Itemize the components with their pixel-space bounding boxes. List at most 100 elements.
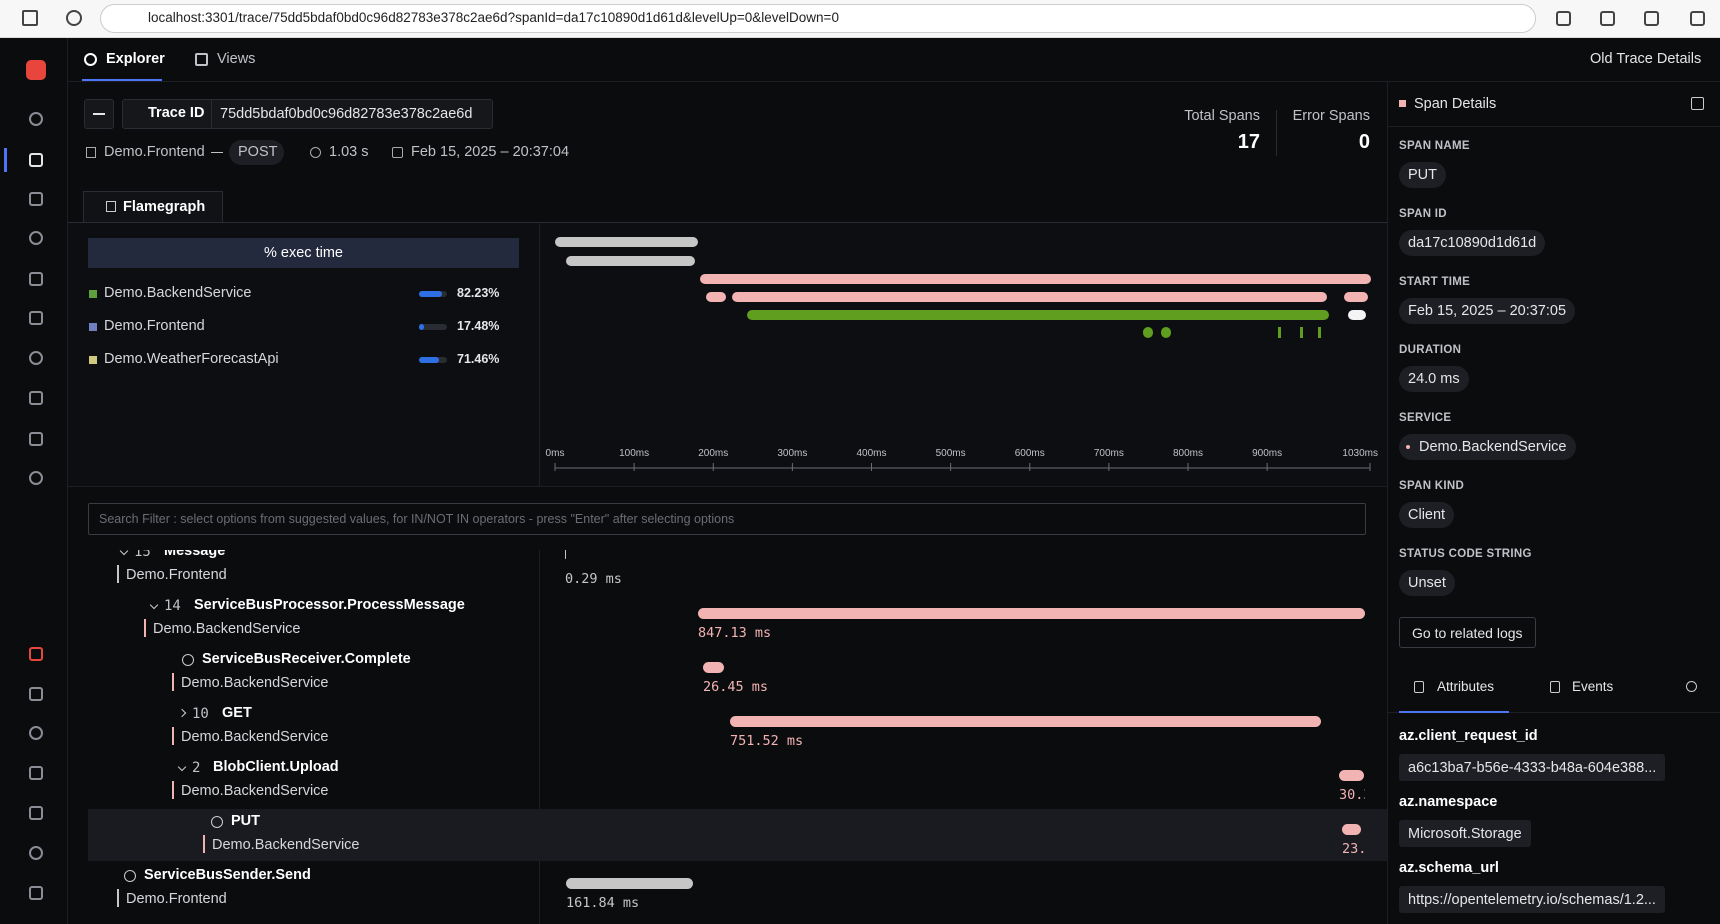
nav-icon[interactable] — [29, 806, 43, 820]
field-label: SERVICE — [1399, 412, 1452, 424]
span-duration: 751.52 ms — [730, 733, 804, 749]
span-duration: 161.84 ms — [566, 895, 640, 911]
nav-tab[interactable]: Views — [217, 51, 256, 67]
flamegraph-tab-label[interactable]: Flamegraph — [123, 199, 206, 215]
details-tab[interactable]: Events — [1572, 679, 1614, 694]
span-duration: 26.45 ms — [703, 679, 769, 695]
attribute-key: az.client_request_id — [1399, 728, 1538, 744]
nav-icon[interactable] — [29, 647, 43, 661]
tabs-line — [1387, 712, 1720, 713]
nav-icon[interactable] — [29, 231, 43, 245]
browser-button[interactable] — [22, 10, 38, 26]
field-value: Feb 15, 2025 – 20:37:05 — [1399, 298, 1576, 324]
trace-id-divider — [211, 100, 212, 128]
span-name[interactable]: PUT — [231, 813, 260, 829]
nav-icon[interactable] — [29, 846, 43, 860]
service-dot — [1406, 445, 1410, 449]
span-count: 10 — [192, 706, 209, 722]
logo[interactable] — [26, 60, 46, 80]
browser-button[interactable] — [1556, 11, 1571, 26]
stat-value: 17 — [1237, 131, 1260, 153]
nav-icon[interactable] — [29, 391, 43, 405]
field-value: 24.0 ms — [1399, 366, 1469, 392]
nav-icon[interactable] — [29, 311, 43, 325]
service-name: Demo.BackendService — [104, 285, 252, 301]
nav-icon[interactable] — [29, 687, 43, 701]
span-icon — [124, 870, 136, 882]
browser-button[interactable] — [1690, 11, 1705, 26]
nav-icon[interactable] — [29, 192, 43, 206]
span-name[interactable]: ServiceBusReceiver.Complete — [202, 651, 411, 667]
span-duration: 0.29 ms — [565, 571, 622, 587]
span-row[interactable] — [88, 809, 1387, 861]
collapse-button[interactable] — [1691, 97, 1704, 110]
span-bar — [566, 878, 693, 889]
browser-button[interactable] — [1600, 11, 1615, 26]
span-service: Demo.BackendService — [212, 837, 360, 853]
nav-icon[interactable] — [29, 432, 43, 446]
span-count: 14 — [164, 598, 181, 614]
span-count: 15 — [134, 550, 151, 560]
old-trace-link[interactable]: Old Trace Details — [1590, 51, 1702, 67]
span-duration: 847.13 ms — [698, 625, 772, 641]
exec-label: 82.23% — [457, 286, 500, 300]
nav-icon[interactable] — [29, 471, 43, 485]
field-value: Client — [1399, 502, 1455, 528]
service-name: Demo.Frontend — [104, 318, 205, 334]
search-placeholder[interactable]: Search Filter : select options from sugg… — [99, 512, 735, 526]
span-name[interactable]: BlobClient.Upload — [213, 759, 339, 775]
tab-icon[interactable] — [195, 53, 208, 66]
span-name[interactable]: ServiceBusProcessor.ProcessMessage — [194, 597, 465, 613]
span-service: Demo.BackendService — [181, 729, 329, 745]
tab-icon[interactable] — [84, 53, 97, 66]
span-icon — [211, 816, 223, 828]
axis-tick-label: 100ms — [619, 448, 650, 459]
span-name[interactable]: GET — [222, 705, 252, 721]
span-name[interactable]: Message — [164, 550, 226, 559]
nav-tab[interactable]: Explorer — [106, 51, 165, 67]
nav-icon[interactable] — [29, 112, 43, 126]
attribute-key: az.namespace — [1399, 794, 1498, 810]
details-title: Span Details — [1414, 96, 1497, 112]
exec-label: 71.46% — [457, 352, 500, 366]
nav-icon[interactable] — [29, 766, 43, 780]
service-bar — [117, 889, 119, 907]
search-box[interactable] — [88, 503, 1366, 535]
flame-divider — [539, 222, 540, 487]
span-service: Demo.BackendService — [181, 675, 329, 691]
nav-icon[interactable] — [29, 153, 43, 167]
method-pill — [229, 140, 284, 165]
stat-divider — [1276, 110, 1277, 156]
span-icon — [182, 654, 194, 666]
details-title-dot — [1399, 100, 1406, 107]
nav-icon[interactable] — [29, 726, 43, 740]
axis-tick-label: 200ms — [698, 448, 729, 459]
axis-tick-label: 500ms — [935, 448, 966, 459]
trace-service: Demo.Frontend — [104, 144, 205, 160]
details-header-line — [1387, 126, 1720, 127]
url[interactable]: localhost:3301/trace/75dd5bdaf0bd0c96d82… — [148, 10, 839, 25]
flame-icon — [106, 201, 116, 212]
span-bar — [730, 716, 1321, 727]
trace-id: 75dd5bdaf0bd0c96d82783e378c2ae6d — [220, 106, 473, 122]
nav-icon[interactable] — [29, 272, 43, 286]
logs-button[interactable]: Go to related logs — [1399, 617, 1536, 648]
span-bar — [1339, 770, 1364, 781]
nav-icon[interactable] — [29, 886, 43, 900]
span-row[interactable] — [88, 550, 1387, 591]
browser-button[interactable] — [66, 10, 82, 26]
attribute-value: https://opentelemetry.io/schemas/1.2... — [1399, 886, 1665, 913]
span-bar — [565, 550, 566, 559]
service-bar — [172, 781, 174, 799]
search-icon[interactable] — [1686, 681, 1697, 692]
exec-header: % exec time — [264, 245, 343, 261]
axis-tick-label: 900ms — [1252, 448, 1283, 459]
service-bar — [203, 835, 205, 853]
span-name[interactable]: ServiceBusSender.Send — [144, 867, 311, 883]
browser-button[interactable] — [1644, 11, 1659, 26]
trace-duration: 1.03 s — [329, 144, 369, 160]
details-tab[interactable]: Attributes — [1437, 679, 1495, 694]
span-list: 15 Message Demo.Frontend 0.29 ms 14 ServiceBu… — [68, 550, 1387, 924]
span-service: Demo.Frontend — [126, 891, 227, 907]
nav-icon[interactable] — [29, 351, 43, 365]
